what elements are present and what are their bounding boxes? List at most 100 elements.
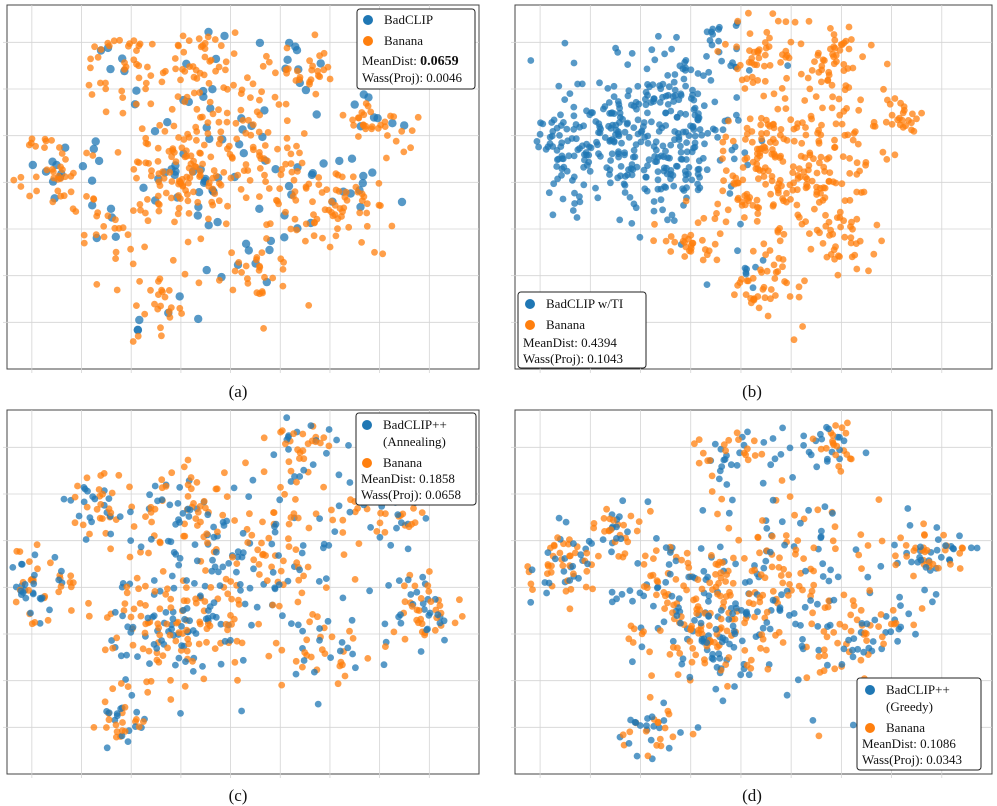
banana-point (836, 620, 844, 628)
banana-point (156, 631, 164, 639)
banana-point (140, 718, 147, 725)
banana-point (80, 231, 88, 239)
banana-point (147, 172, 155, 180)
banana-point (761, 164, 769, 172)
banana-point (129, 260, 137, 268)
banana-point (687, 244, 695, 252)
banana-point (753, 61, 761, 69)
badclip-point (690, 106, 698, 113)
banana-point (212, 67, 220, 75)
badclip-point (776, 606, 784, 613)
banana-point (830, 629, 838, 636)
badclip-point (595, 129, 602, 136)
banana-point (100, 223, 108, 230)
banana-point (776, 554, 783, 562)
banana-point (44, 616, 52, 624)
badclip-point (283, 55, 292, 64)
banana-point (132, 718, 139, 725)
banana-point (873, 221, 881, 229)
banana-point (384, 132, 391, 139)
banana-point (285, 520, 293, 528)
banana-point (230, 615, 238, 623)
banana-point (130, 166, 138, 173)
banana-point (817, 445, 825, 453)
banana-point (144, 688, 152, 696)
banana-point (884, 96, 891, 104)
badclip-point (615, 148, 622, 156)
badclip-point (18, 560, 26, 568)
badclip-point (75, 512, 83, 520)
banana-point (775, 564, 783, 571)
badclip-point (653, 158, 660, 166)
badclip-point (373, 114, 382, 123)
banana-point (670, 601, 677, 609)
banana-point (151, 300, 158, 308)
banana-point (844, 419, 851, 427)
banana-point (83, 149, 90, 157)
badclip-point (528, 566, 536, 574)
banana-point (190, 188, 197, 196)
banana-point (853, 616, 861, 624)
badclip-point (169, 615, 177, 623)
banana-point (426, 568, 433, 575)
badclip-point (733, 94, 741, 101)
banana-point (332, 170, 340, 178)
badclip-point (797, 622, 804, 629)
badclip-point (625, 133, 633, 141)
banana-point (767, 190, 774, 198)
badclip-point (683, 139, 690, 147)
banana-point (177, 647, 185, 654)
banana-point (719, 155, 726, 163)
banana-point (849, 136, 857, 144)
badclip-point (642, 95, 649, 103)
panel-a: BadCLIP Banana MeanDist: 0.0659 Wass(Pro… (3, 4, 480, 401)
badclip-point (320, 544, 327, 552)
banana-point (814, 51, 822, 59)
banana-point (731, 291, 738, 299)
badclip-point (352, 664, 359, 672)
badclip-point (38, 594, 46, 602)
badclip-point (566, 90, 574, 97)
badclip-point (644, 162, 651, 170)
banana-point (242, 459, 249, 467)
banana-point (747, 299, 755, 307)
badclip-point (610, 82, 618, 90)
badclip-point (624, 92, 632, 100)
banana-point (698, 585, 706, 593)
badclip-point (824, 623, 831, 630)
badclip-point (133, 325, 142, 334)
badclip-point (560, 163, 568, 171)
badclip-point (175, 561, 183, 569)
banana-point (734, 17, 742, 25)
badclip-point (700, 72, 707, 79)
badclip-point (220, 31, 229, 41)
badclip-point (206, 603, 214, 610)
banana-point (870, 118, 878, 126)
banana-point (168, 194, 175, 202)
badclip-point (31, 571, 38, 579)
banana-point (793, 201, 801, 209)
banana-point (303, 636, 311, 644)
banana-point (43, 166, 51, 174)
badclip-point (813, 463, 821, 471)
banana-point (820, 646, 828, 654)
banana-point (755, 204, 763, 212)
banana-point (181, 532, 189, 540)
badclip-point (760, 439, 768, 446)
banana-point (748, 73, 756, 81)
banana-point (823, 633, 831, 641)
banana-point (774, 17, 782, 25)
banana-point (892, 619, 900, 627)
banana-point (287, 467, 295, 475)
badclip-point (745, 671, 753, 679)
badclip-point (650, 143, 658, 150)
banana-point (129, 338, 137, 345)
banana-point (837, 41, 845, 48)
badclip-point (217, 620, 225, 628)
banana-point (841, 197, 849, 205)
banana-point (817, 153, 825, 161)
badclip-point (394, 511, 402, 518)
banana-point (222, 220, 230, 228)
panel-b-legend: BadCLIP w/TI Banana MeanDist: 0.4394 Was… (517, 291, 647, 369)
